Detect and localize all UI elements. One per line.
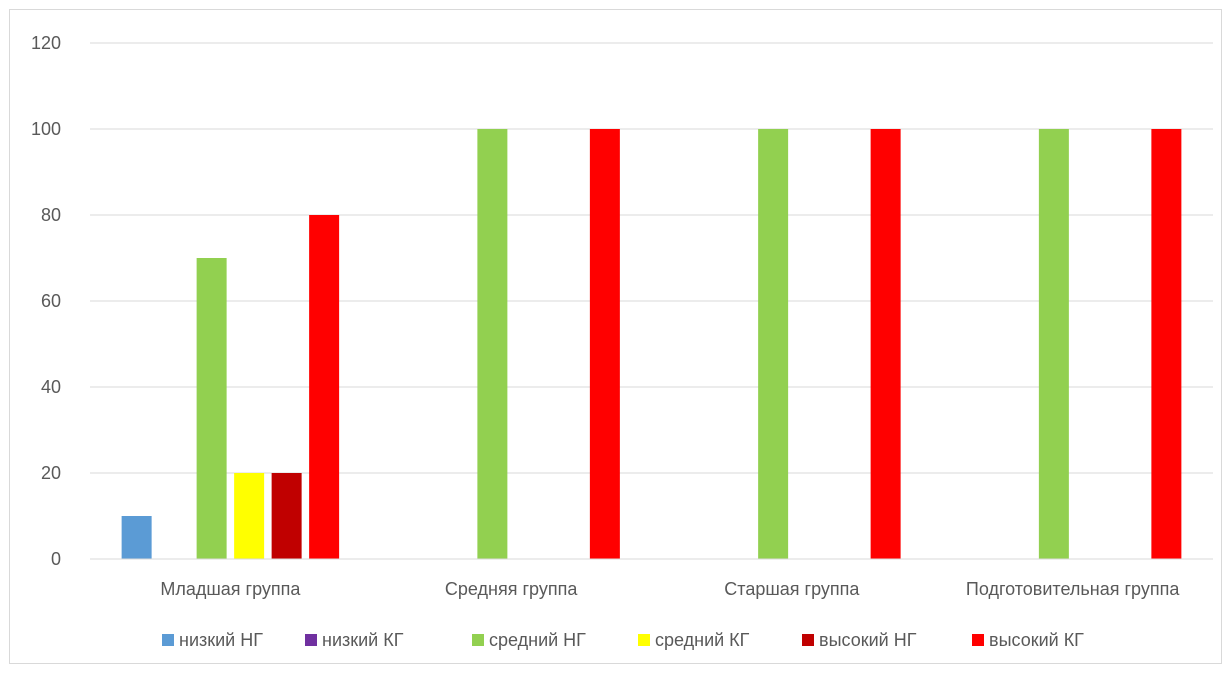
legend-swatch-2: [472, 634, 484, 646]
bar-3-2: [1038, 129, 1069, 559]
bar-chart: 0 20 40 60 80 100 120 Младшая группа Средняя гр…: [31, 33, 1213, 650]
legend: низкий НГ низкий КГ средний НГ средний КГ вы…: [162, 630, 1084, 650]
legend-swatch-1: [305, 634, 317, 646]
y-tick-label-20: 20: [41, 463, 61, 483]
y-tick-label-100: 100: [31, 119, 61, 139]
chart-frame: 0 20 40 60 80 100 120 Младшая группа Средняя гр…: [9, 9, 1222, 664]
legend-swatch-0: [162, 634, 174, 646]
bar-0-0: [121, 516, 152, 559]
x-category-label-3: Подготовительная группа: [966, 579, 1180, 599]
y-tick-label-40: 40: [41, 377, 61, 397]
bar-1-2: [477, 129, 508, 559]
legend-swatch-4: [802, 634, 814, 646]
bar-3-5: [1151, 129, 1182, 559]
legend-swatch-3: [638, 634, 650, 646]
x-axis-category-labels: Младшая группа Средняя группа Старшая груп…: [160, 579, 1180, 599]
legend-label-1: низкий КГ: [322, 630, 404, 650]
bars: [121, 129, 1182, 559]
legend-label-0: низкий НГ: [179, 630, 263, 650]
legend-label-2: средний НГ: [489, 630, 586, 650]
x-category-label-1: Средняя группа: [445, 579, 578, 599]
y-tick-label-120: 120: [31, 33, 61, 53]
x-category-label-0: Младшая группа: [160, 579, 301, 599]
legend-label-4: высокий НГ: [819, 630, 917, 650]
bar-0-3: [234, 473, 265, 559]
legend-label-3: средний КГ: [655, 630, 750, 650]
bar-0-2: [196, 258, 227, 559]
y-tick-label-0: 0: [51, 549, 61, 569]
bar-0-4: [271, 473, 302, 559]
gridlines: [90, 42, 1213, 474]
legend-swatch-5: [972, 634, 984, 646]
y-tick-label-80: 80: [41, 205, 61, 225]
y-axis-tick-labels: 0 20 40 60 80 100 120: [31, 33, 61, 569]
bar-0-5: [309, 215, 340, 559]
bar-2-2: [758, 129, 789, 559]
bar-2-5: [870, 129, 901, 559]
x-category-label-2: Старшая группа: [724, 579, 860, 599]
y-tick-label-60: 60: [41, 291, 61, 311]
bar-1-5: [589, 129, 620, 559]
legend-label-5: высокий КГ: [989, 630, 1084, 650]
